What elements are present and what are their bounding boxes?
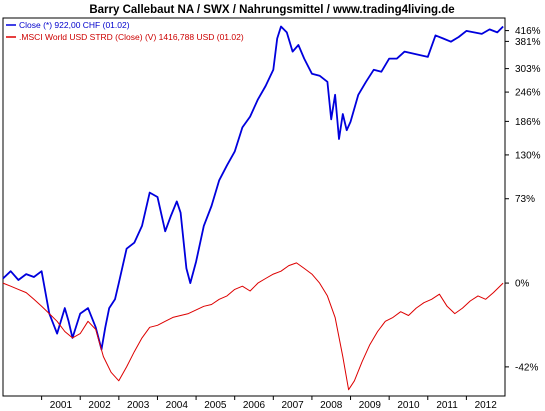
legend-label-msci: .MSCI World USD STRD (Close) (V) 1416,78… <box>19 32 244 42</box>
y-tick-label: 381% <box>515 37 541 48</box>
y-axis: 416%381% 303% 246% 186% 130% 73% 0% -42% <box>505 26 541 373</box>
x-tick-label: 2001 <box>50 400 73 411</box>
x-tick-label: 2005 <box>204 400 227 411</box>
y-tick-label: -42% <box>515 362 538 373</box>
x-tick-label: 2012 <box>475 400 498 411</box>
y-tick-label: 0% <box>515 279 530 290</box>
x-tick-label: 2009 <box>359 400 382 411</box>
x-tick-label: 2003 <box>127 400 150 411</box>
y-tick-label: 303% <box>515 64 541 75</box>
x-axis: 2001 2002 2003 2004 2005 2006 2007 2008 2009 2010… <box>41 396 498 411</box>
legend-label-close: Close (*) 922,00 CHF (01.02) <box>19 20 130 30</box>
plot-area-frame <box>2 17 506 397</box>
x-tick-label: 2010 <box>397 400 420 411</box>
x-tick-label: 2004 <box>166 400 189 411</box>
y-tick-label: 130% <box>515 150 541 161</box>
series-line-msci <box>2 262 504 391</box>
x-tick-label: 2002 <box>88 400 111 411</box>
y-tick-label: 416% <box>515 26 541 37</box>
chart-title: Barry Callebaut NA / SWX / Nahrungsmitte… <box>89 4 454 16</box>
y-tick-label: 186% <box>515 117 541 128</box>
y-tick-label: 73% <box>515 194 535 205</box>
x-tick-label: 2007 <box>281 400 304 411</box>
x-tick-label: 2006 <box>243 400 266 411</box>
series-line-close <box>2 25 504 351</box>
series-layer <box>2 25 504 391</box>
y-tick-label: 246% <box>515 88 541 99</box>
legend: Close (*) 922,00 CHF (01.02) .MSCI World… <box>6 20 244 42</box>
x-tick-label: 2011 <box>436 400 458 411</box>
x-tick-label: 2008 <box>320 400 343 411</box>
